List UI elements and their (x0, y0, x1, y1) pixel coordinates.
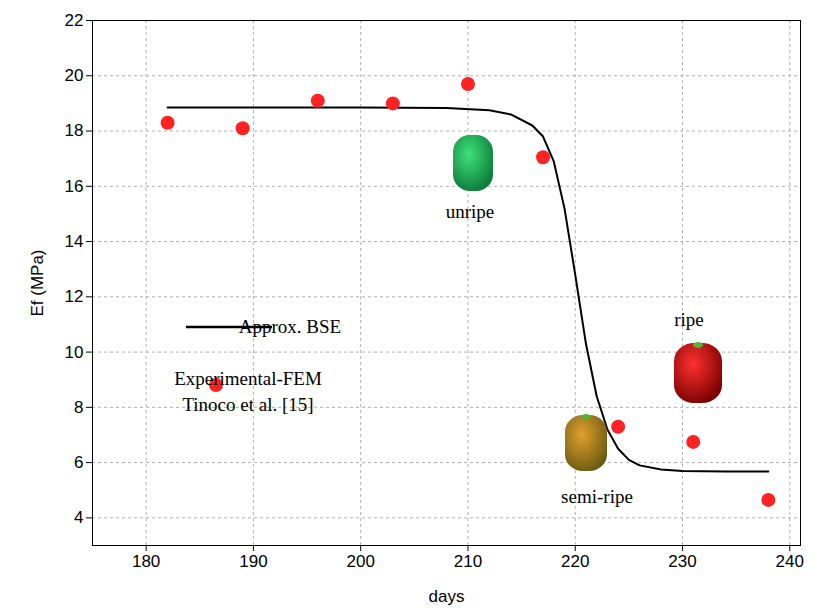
svg-text:240: 240 (776, 552, 804, 571)
svg-text:8: 8 (74, 398, 83, 417)
svg-text:ripe: ripe (674, 309, 704, 330)
svg-text:4: 4 (74, 508, 83, 527)
svg-text:Experimental-FEMTinoco et al.: Experimental-FEMTinoco et al. [15] (174, 368, 322, 415)
svg-text:20: 20 (65, 66, 84, 85)
svg-text:210: 210 (454, 552, 482, 571)
svg-text:Approx. BSE: Approx. BSE (239, 316, 341, 337)
svg-text:180: 180 (132, 552, 160, 571)
svg-text:220: 220 (561, 552, 589, 571)
svg-text:10: 10 (65, 343, 84, 362)
svg-text:14: 14 (65, 232, 84, 251)
svg-text:190: 190 (239, 552, 267, 571)
svg-text:22: 22 (65, 11, 84, 30)
svg-text:230: 230 (668, 552, 696, 571)
svg-text:18: 18 (65, 121, 84, 140)
svg-text:200: 200 (346, 552, 374, 571)
svg-text:semi-ripe: semi-ripe (561, 486, 633, 507)
svg-text:Ef (MPa): Ef (MPa) (28, 249, 47, 316)
svg-text:16: 16 (65, 177, 84, 196)
svg-text:days: days (429, 587, 465, 606)
svg-text:12: 12 (65, 287, 84, 306)
svg-text:6: 6 (74, 453, 83, 472)
svg-text:unripe: unripe (446, 201, 495, 222)
